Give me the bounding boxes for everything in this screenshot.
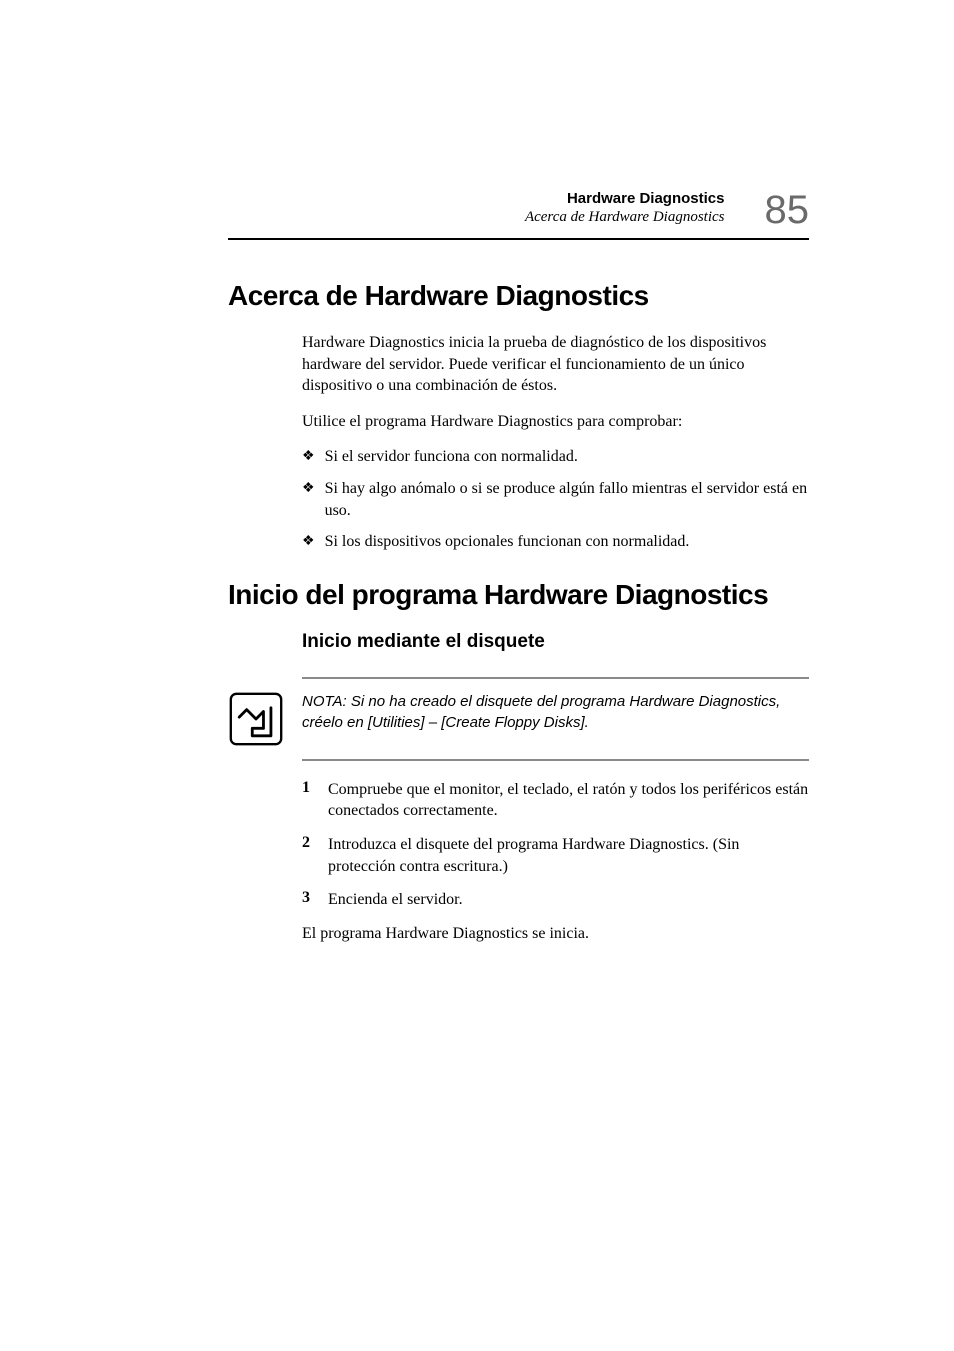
note-hand-icon: [228, 691, 284, 747]
header-subtitle: Acerca de Hardware Diagnostics: [525, 209, 725, 226]
diamond-bullet-icon: ❖: [302, 531, 315, 552]
bullet-item: ❖ Si el servidor funciona con normalidad…: [302, 446, 809, 468]
bullet-text: Si hay algo anómalo o si se produce algú…: [325, 478, 809, 521]
step-text: Compruebe que el monitor, el teclado, el…: [328, 779, 809, 822]
bullet-list: ❖ Si el servidor funciona con normalidad…: [302, 446, 809, 552]
bullet-text: Si los dispositivos opcionales funcionan…: [325, 531, 690, 553]
step-text: Introduzca el disquete del programa Hard…: [328, 834, 809, 877]
bullet-item: ❖ Si los dispositivos opcionales funcion…: [302, 531, 809, 553]
header-rule: [228, 238, 809, 240]
page-header: Hardware Diagnostics Acerca de Hardware …: [228, 190, 809, 230]
section-title-2: Inicio del programa Hardware Diagnostics: [228, 579, 809, 611]
note-block: NOTA: Si no ha creado el disquete del pr…: [228, 677, 809, 761]
note-text: NOTA: Si no ha creado el disquete del pr…: [302, 691, 809, 733]
section1-body: Hardware Diagnostics inicia la prueba de…: [302, 332, 809, 553]
header-text-block: Hardware Diagnostics Acerca de Hardware …: [525, 190, 725, 226]
step-number: 2: [302, 834, 314, 852]
paragraph: Utilice el programa Hardware Diagnostics…: [302, 411, 809, 433]
closing-paragraph: El programa Hardware Diagnostics se inic…: [302, 923, 809, 945]
note-content: NOTA: Si no ha creado el disquete del pr…: [228, 691, 809, 747]
step-text: Encienda el servidor.: [328, 889, 463, 911]
note-rule: [302, 677, 809, 679]
header-title: Hardware Diagnostics: [525, 190, 725, 207]
document-page: Hardware Diagnostics Acerca de Hardware …: [0, 0, 954, 944]
diamond-bullet-icon: ❖: [302, 478, 315, 499]
section-title-1: Acerca de Hardware Diagnostics: [228, 280, 809, 312]
diamond-bullet-icon: ❖: [302, 446, 315, 467]
subsection-title: Inicio mediante el disquete: [302, 631, 809, 653]
step-item: 2 Introduzca el disquete del programa Ha…: [302, 834, 809, 877]
note-rule: [302, 759, 809, 761]
step-number: 3: [302, 889, 314, 907]
numbered-list: 1 Compruebe que el monitor, el teclado, …: [302, 779, 809, 911]
page-number: 85: [765, 190, 810, 230]
step-number: 1: [302, 779, 314, 797]
bullet-item: ❖ Si hay algo anómalo o si se produce al…: [302, 478, 809, 521]
step-item: 3 Encienda el servidor.: [302, 889, 809, 911]
bullet-text: Si el servidor funciona con normalidad.: [325, 446, 578, 468]
paragraph: Hardware Diagnostics inicia la prueba de…: [302, 332, 809, 397]
step-item: 1 Compruebe que el monitor, el teclado, …: [302, 779, 809, 822]
